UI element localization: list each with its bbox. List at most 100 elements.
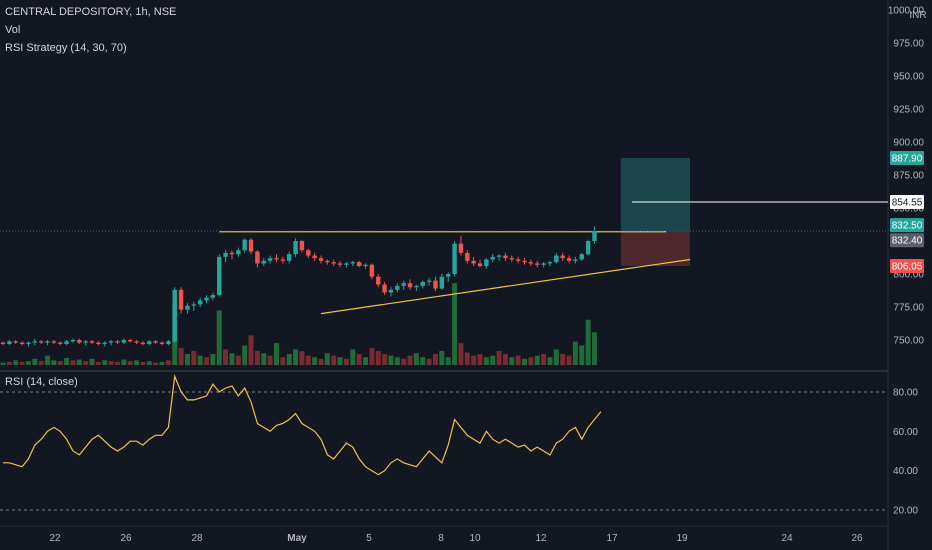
candle-body bbox=[261, 260, 266, 264]
last-price-tag-text: 832.40 bbox=[892, 236, 923, 247]
volume-bar bbox=[70, 360, 76, 365]
entry-price-tag: 832.50 bbox=[890, 218, 924, 233]
target-price-tag-text: 887.90 bbox=[892, 153, 923, 164]
volume-bar bbox=[45, 355, 51, 365]
volume-bar bbox=[204, 357, 210, 365]
volume-bar bbox=[95, 361, 101, 365]
last-price-tag: 832.40 bbox=[890, 233, 924, 248]
candle-body bbox=[217, 256, 222, 296]
candle-body bbox=[350, 262, 355, 264]
volume-bar bbox=[522, 358, 528, 365]
volume-bar bbox=[293, 349, 299, 365]
candle-body bbox=[528, 262, 534, 264]
time-tick-label: 22 bbox=[49, 533, 61, 544]
candle-body bbox=[509, 258, 514, 260]
candle-body bbox=[420, 281, 425, 286]
volume-bar bbox=[229, 353, 235, 365]
candle-body bbox=[7, 341, 12, 344]
candle-body bbox=[522, 260, 527, 263]
volume-bar bbox=[426, 358, 432, 365]
candle-body bbox=[108, 341, 114, 343]
candle-body bbox=[344, 263, 349, 265]
candle-body bbox=[382, 284, 387, 293]
currency-label: INR bbox=[909, 10, 926, 21]
volume-bar bbox=[490, 355, 496, 365]
candle-body bbox=[38, 341, 44, 343]
candle-body bbox=[96, 342, 101, 344]
time-tick-label: 17 bbox=[606, 533, 618, 544]
volume-bar bbox=[51, 360, 57, 365]
candle-body bbox=[458, 243, 464, 253]
volume-bar bbox=[337, 357, 343, 365]
strategy-legend: RSI Strategy (14, 30, 70) bbox=[5, 42, 127, 54]
line-price-tag-text: 854.55 bbox=[892, 197, 923, 208]
candle-body bbox=[51, 341, 57, 343]
volume-bar bbox=[127, 361, 133, 365]
candle-body bbox=[13, 341, 18, 343]
price-tick-label: 900.00 bbox=[893, 138, 924, 149]
volume-bar bbox=[89, 358, 95, 365]
volume-bar bbox=[445, 357, 451, 365]
volume-bar bbox=[267, 355, 273, 365]
time-tick-label: 5 bbox=[366, 533, 372, 544]
volume-bar bbox=[464, 352, 470, 365]
candle-body bbox=[376, 276, 381, 285]
candle-body bbox=[83, 341, 88, 343]
candle-body bbox=[248, 239, 254, 252]
candle-body bbox=[503, 255, 508, 259]
volume-bar bbox=[502, 354, 508, 365]
candle-body bbox=[554, 255, 559, 263]
candle-body bbox=[490, 256, 495, 260]
price-tick-label: 1000.00 bbox=[888, 6, 925, 17]
candle-body bbox=[356, 262, 362, 267]
volume-bar bbox=[108, 361, 114, 365]
price-tick-label: 950.00 bbox=[893, 72, 924, 83]
candle-body bbox=[223, 252, 228, 257]
volume-bar bbox=[159, 361, 165, 365]
trendline bbox=[320, 258, 691, 315]
last-price-tag-bg bbox=[890, 233, 924, 248]
candle-body bbox=[134, 341, 139, 343]
candle-body bbox=[541, 263, 546, 265]
volume-bar bbox=[121, 359, 127, 365]
time-tick-label: 8 bbox=[438, 533, 444, 544]
time-tick-label: 26 bbox=[851, 533, 863, 544]
candle-body bbox=[26, 342, 31, 344]
volume-bar bbox=[331, 355, 337, 365]
candle-body bbox=[496, 255, 502, 257]
volume-bar bbox=[413, 353, 419, 365]
candle-body bbox=[363, 264, 368, 267]
volume-bar bbox=[471, 355, 477, 365]
candle-body bbox=[401, 283, 406, 286]
candle-body bbox=[369, 264, 375, 277]
volume-bar bbox=[356, 354, 362, 365]
volume-bar bbox=[528, 357, 534, 365]
candle-body bbox=[477, 263, 483, 267]
volume-bar bbox=[350, 349, 356, 365]
volume-bar bbox=[165, 360, 171, 365]
symbol-legend: CENTRAL DEPOSITORY, 1h, NSE bbox=[5, 6, 177, 18]
candle-body bbox=[312, 255, 317, 259]
price-tick-label: 875.00 bbox=[893, 171, 924, 182]
line-price-tag-bg bbox=[890, 194, 924, 209]
candle-body bbox=[242, 239, 247, 251]
volume-bar bbox=[407, 355, 413, 365]
volume-bar bbox=[184, 354, 190, 365]
volume-bar bbox=[541, 354, 547, 365]
candle-body bbox=[592, 231, 597, 241]
candle-body bbox=[439, 276, 445, 289]
candle-body bbox=[140, 342, 146, 344]
stop-zone bbox=[620, 231, 690, 267]
candle-body bbox=[515, 259, 521, 261]
candle-body bbox=[191, 304, 196, 306]
candle-body bbox=[337, 263, 343, 265]
volume-bar bbox=[401, 358, 407, 365]
candle-body bbox=[153, 341, 158, 343]
candle-body bbox=[45, 341, 50, 343]
candle-body bbox=[236, 250, 241, 255]
volume-bar bbox=[261, 353, 267, 365]
candle-body bbox=[128, 340, 133, 342]
volume-bar bbox=[286, 354, 292, 365]
volume-bar bbox=[534, 355, 540, 365]
